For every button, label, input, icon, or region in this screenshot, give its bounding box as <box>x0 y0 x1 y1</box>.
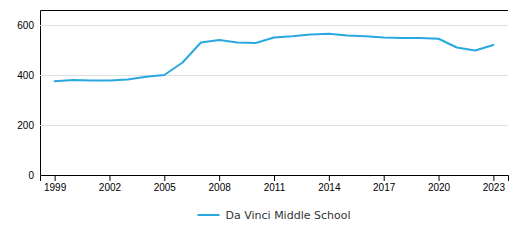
legend-swatch <box>198 214 220 216</box>
y-tick: 400 <box>17 70 508 81</box>
x-tick: 2020 <box>428 175 451 193</box>
tick-mark <box>493 175 494 181</box>
x-tick: 2023 <box>483 175 506 193</box>
x-tick-label: 2020 <box>428 182 451 193</box>
grid-line <box>40 75 508 76</box>
x-axis-line <box>41 176 509 182</box>
y-tick: 600 <box>17 20 508 31</box>
y-tick-label: 0 <box>28 170 34 181</box>
x-tick: 2008 <box>209 175 232 193</box>
chart: 0 200 400 600 1999 2002 2005 2008 2011 2014 2017 20… <box>0 0 524 229</box>
tick-mark <box>439 175 440 181</box>
y-tick-label: 600 <box>17 20 34 31</box>
lines <box>55 34 494 82</box>
x-tick: 2002 <box>99 175 122 193</box>
x-axis: 1999 2002 2005 2008 2011 2014 2017 2020 2023 <box>41 175 509 193</box>
grid-line <box>40 125 508 126</box>
plot: 0 200 400 600 1999 2002 2005 2008 2011 2014 2017 20… <box>17 11 508 194</box>
tick-mark <box>109 175 110 181</box>
x-tick-label: 2017 <box>373 182 396 193</box>
x-tick-label: 2008 <box>209 182 232 193</box>
legend: Da Vinci Middle School <box>198 209 351 222</box>
legend-label: Da Vinci Middle School <box>226 209 351 222</box>
x-tick: 2011 <box>264 175 286 193</box>
line <box>55 34 494 82</box>
x-tick-label: 2023 <box>483 182 506 193</box>
x-tick-label: 1999 <box>44 182 67 193</box>
x-tick: 2017 <box>373 175 396 193</box>
grid-line <box>40 25 508 26</box>
y-tick: 0 <box>28 170 508 181</box>
y-axis-line <box>41 11 509 176</box>
y-tick-label: 400 <box>17 70 34 81</box>
tick-mark <box>55 175 56 181</box>
tick-mark <box>329 175 330 181</box>
y-tick: 200 <box>17 120 508 131</box>
x-tick-label: 2011 <box>264 182 286 193</box>
legend-item: Da Vinci Middle School <box>198 209 351 222</box>
x-tick: 2005 <box>154 175 177 193</box>
y-tick-label: 200 <box>17 120 34 131</box>
x-tick-label: 2002 <box>99 182 122 193</box>
x-tick-label: 2014 <box>318 182 341 193</box>
y-axis: 0 200 400 600 <box>17 11 508 181</box>
tick-mark <box>384 175 385 181</box>
x-tick: 2014 <box>318 175 341 193</box>
tick-mark <box>164 175 165 181</box>
x-tick: 1999 <box>44 175 67 193</box>
x-tick-label: 2005 <box>154 182 177 193</box>
tick-mark <box>219 175 220 181</box>
tick-mark <box>274 175 275 181</box>
